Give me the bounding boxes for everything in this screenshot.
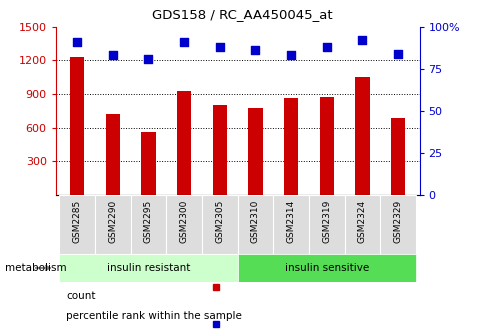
Bar <box>284 98 298 195</box>
Bar <box>106 114 120 195</box>
Point <box>251 48 259 53</box>
Bar <box>95 195 130 254</box>
Text: GSM2310: GSM2310 <box>250 200 259 243</box>
Text: GSM2285: GSM2285 <box>73 200 81 243</box>
Point <box>322 44 330 50</box>
Point <box>287 53 294 58</box>
Text: GSM2314: GSM2314 <box>286 200 295 243</box>
Point <box>393 51 401 56</box>
Bar <box>344 195 379 254</box>
Point <box>144 56 152 61</box>
Bar <box>273 195 308 254</box>
Bar <box>390 118 405 195</box>
Bar <box>59 254 237 282</box>
Bar <box>308 195 344 254</box>
Text: GSM2329: GSM2329 <box>393 200 402 243</box>
Text: metabolism: metabolism <box>5 263 66 273</box>
Bar <box>201 195 237 254</box>
Bar <box>141 132 155 195</box>
Bar <box>70 57 84 195</box>
Point <box>180 39 188 45</box>
Text: GSM2305: GSM2305 <box>215 200 224 243</box>
Text: count: count <box>66 291 96 301</box>
Text: percentile rank within the sample: percentile rank within the sample <box>66 311 242 321</box>
Text: GSM2290: GSM2290 <box>108 200 117 243</box>
Point <box>215 44 223 50</box>
Bar <box>166 195 201 254</box>
Bar <box>237 254 415 282</box>
Point <box>73 39 81 45</box>
Text: GSM2295: GSM2295 <box>144 200 152 243</box>
Bar <box>212 105 227 195</box>
Bar <box>355 77 369 195</box>
Text: GSM2324: GSM2324 <box>357 200 366 243</box>
Point <box>109 53 117 58</box>
Point <box>358 38 365 43</box>
Bar <box>237 195 273 254</box>
Bar <box>248 108 262 195</box>
Text: GSM2319: GSM2319 <box>322 200 331 243</box>
Text: insulin sensitive: insulin sensitive <box>284 263 368 273</box>
Text: GSM2300: GSM2300 <box>179 200 188 243</box>
Bar <box>319 97 333 195</box>
Bar <box>177 91 191 195</box>
Bar <box>379 195 415 254</box>
Text: GDS158 / RC_AA450045_at: GDS158 / RC_AA450045_at <box>152 8 332 22</box>
Bar <box>59 195 95 254</box>
Bar <box>130 195 166 254</box>
Text: insulin resistant: insulin resistant <box>106 263 190 273</box>
